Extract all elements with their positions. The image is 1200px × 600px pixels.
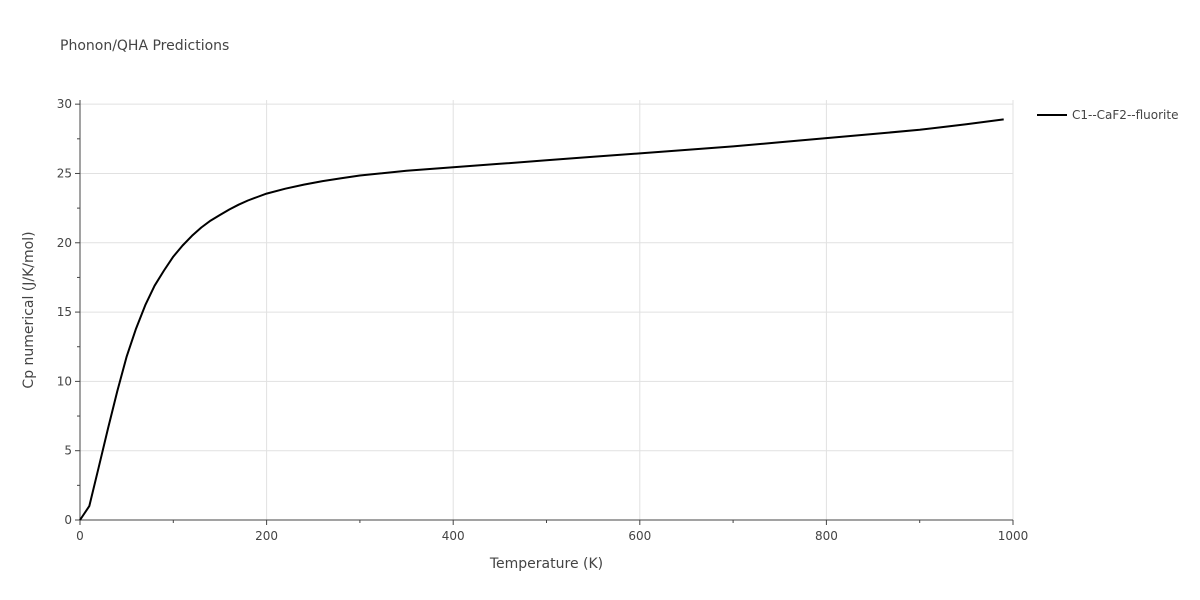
legend[interactable]: C1--CaF2--fluorite: [1037, 108, 1178, 122]
tick-marks: 0 200 400 600 800 1000 0 5 10 15 20 25 30: [57, 97, 1029, 543]
x-axis-title: Temperature (K): [489, 556, 603, 572]
y-axis-title: Cp numerical (J/K/mol): [21, 231, 37, 388]
x-tick-label: 1000: [998, 529, 1029, 543]
y-tick-label: 20: [57, 236, 72, 250]
y-tick-label: 15: [57, 305, 72, 319]
y-tick-label: 0: [64, 513, 72, 527]
legend-label: C1--CaF2--fluorite: [1072, 108, 1178, 122]
x-tick-label: 0: [76, 529, 84, 543]
y-tick-label: 10: [57, 374, 72, 388]
grid: [80, 100, 1014, 520]
x-tick-label: 200: [255, 529, 278, 543]
x-tick-label: 600: [628, 529, 651, 543]
axes: [79, 100, 1013, 521]
x-tick-label: 800: [815, 529, 838, 543]
y-tick-label: 5: [64, 444, 72, 458]
y-tick-label: 30: [57, 97, 72, 111]
x-tick-label: 400: [442, 529, 465, 543]
chart-title: Phonon/QHA Predictions: [60, 38, 229, 54]
series-line: [79, 118, 1004, 521]
y-tick-label: 25: [57, 166, 72, 180]
series-layer: [79, 118, 1004, 521]
